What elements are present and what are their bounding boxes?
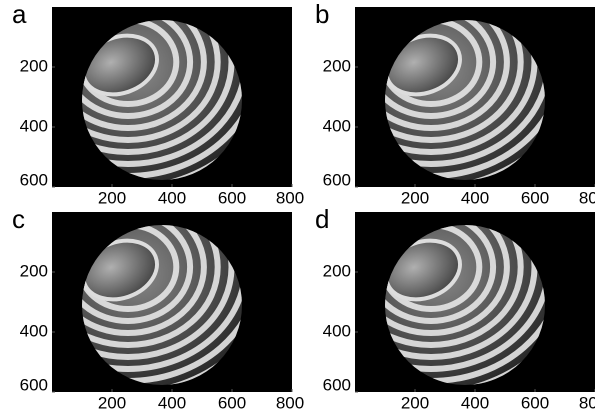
x-tick-label: 800: [579, 393, 595, 412]
y-tick-label: 600: [20, 170, 48, 189]
y-tick-label: 600: [323, 170, 351, 189]
y-tick-label: 200: [323, 56, 351, 75]
y-tick-label: 400: [323, 116, 351, 135]
panel: a 200 400 600 800 200 400 600: [0, 0, 304, 212]
y-tick-label: 200: [20, 56, 48, 75]
x-tick-label: 400: [461, 393, 489, 412]
x-tick-label: 200: [98, 188, 126, 207]
y-tick-label: 400: [20, 321, 48, 340]
panel-label: a: [12, 0, 27, 29]
panel-label: b: [315, 0, 329, 29]
x-tick-label: 600: [521, 393, 549, 412]
x-tick-label: 600: [218, 393, 246, 412]
y-tick-label: 400: [20, 116, 48, 135]
x-tick-label: 600: [521, 188, 549, 207]
y-tick-label: 400: [323, 321, 351, 340]
x-tick-label: 400: [158, 188, 186, 207]
x-tick-label: 200: [98, 393, 126, 412]
y-tick-label: 200: [20, 261, 48, 280]
x-tick-label: 800: [276, 188, 304, 207]
x-tick-label: 400: [461, 188, 489, 207]
x-tick-label: 600: [218, 188, 246, 207]
panel-label: d: [315, 204, 329, 234]
y-tick-label: 600: [323, 375, 351, 394]
x-tick-label: 800: [276, 393, 304, 412]
x-tick-label: 400: [158, 393, 186, 412]
x-tick-label: 200: [401, 188, 429, 207]
panel-label: c: [12, 204, 25, 234]
x-tick-label: 800: [579, 188, 595, 207]
x-tick-label: 200: [401, 393, 429, 412]
y-tick-label: 200: [323, 261, 351, 280]
figure: a 200 400 600 800 200 400 600 b 200 400 600 800 200 40…: [0, 0, 595, 412]
y-tick-label: 600: [20, 375, 48, 394]
panel: b 200 400 600 800 200 400 600: [259, 0, 595, 212]
